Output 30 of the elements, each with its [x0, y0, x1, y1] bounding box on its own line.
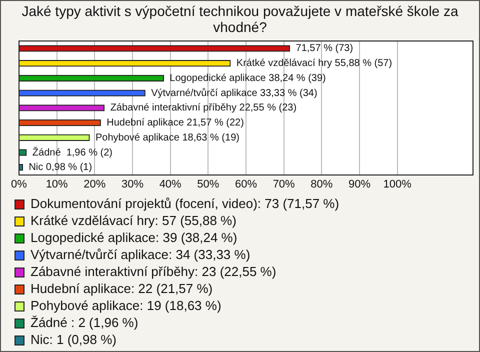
x-tick-label: 100%	[383, 178, 412, 190]
x-tick-label: 40%	[159, 178, 182, 190]
legend-label: Žádné : 2 (1,96 %)	[30, 315, 138, 330]
data-label: Nic 0,98 % (1)	[28, 162, 92, 174]
legend-label: Hudební aplikace: 22 (21,57 %)	[30, 281, 213, 296]
legend-label: Zábavné interaktivní příběhy: 23 (22,55 %)	[30, 264, 276, 280]
legend-label: Krátké vzdělávací hry: 57 (55,88 %)	[30, 213, 236, 228]
data-label: Zábavné interaktivní příběhy 22,55 % (23)	[110, 102, 297, 114]
data-label: Hudební aplikace 21,57 % (22)	[106, 118, 244, 129]
data-label: Pohybové aplikace 18,63 % (19)	[95, 132, 240, 144]
data-label: Logopedické aplikace 38,24 % (39)	[170, 72, 326, 84]
data-label: Výtvarné/tvůrčí aplikace 33,33 % (34)	[151, 86, 318, 99]
x-tick-label: 0%	[11, 178, 28, 190]
legend-label: Pohybové aplikace: 19 (18,63 %)	[30, 298, 222, 314]
legend-label: Výtvarné/tvůrčí aplikace: 34 (33,33 %)	[30, 247, 250, 262]
x-tick-label: 80%	[310, 178, 333, 190]
data-label: Žádné 1,96 % (2)	[32, 146, 112, 158]
x-tick-label: 60%	[234, 178, 258, 190]
legend-label: Dokumentování projektů (focení, video): 73 (71,57 %)	[30, 196, 340, 212]
legend-label: Logopedické aplikace: 39 (38,24 %)	[30, 230, 238, 246]
data-label: Krátké vzdělávací hry 55,88 % (57)	[236, 58, 392, 70]
chart-title: Jaké typy aktivit s výpočetní technikou považujete v mateřské škole za vhodné?	[20, 3, 460, 37]
x-tick-label: 20%	[84, 178, 106, 190]
x-tick-label: 70%	[272, 178, 296, 190]
x-tick-label: 50%	[197, 178, 220, 190]
data-label: 71,57 % (73)	[296, 43, 354, 54]
legend-label: Nic: 1 (0,98 %)	[30, 332, 116, 348]
x-tick-label: 90%	[348, 178, 371, 190]
x-tick-label: 10%	[46, 178, 68, 190]
x-tick-label: 30%	[121, 178, 144, 190]
